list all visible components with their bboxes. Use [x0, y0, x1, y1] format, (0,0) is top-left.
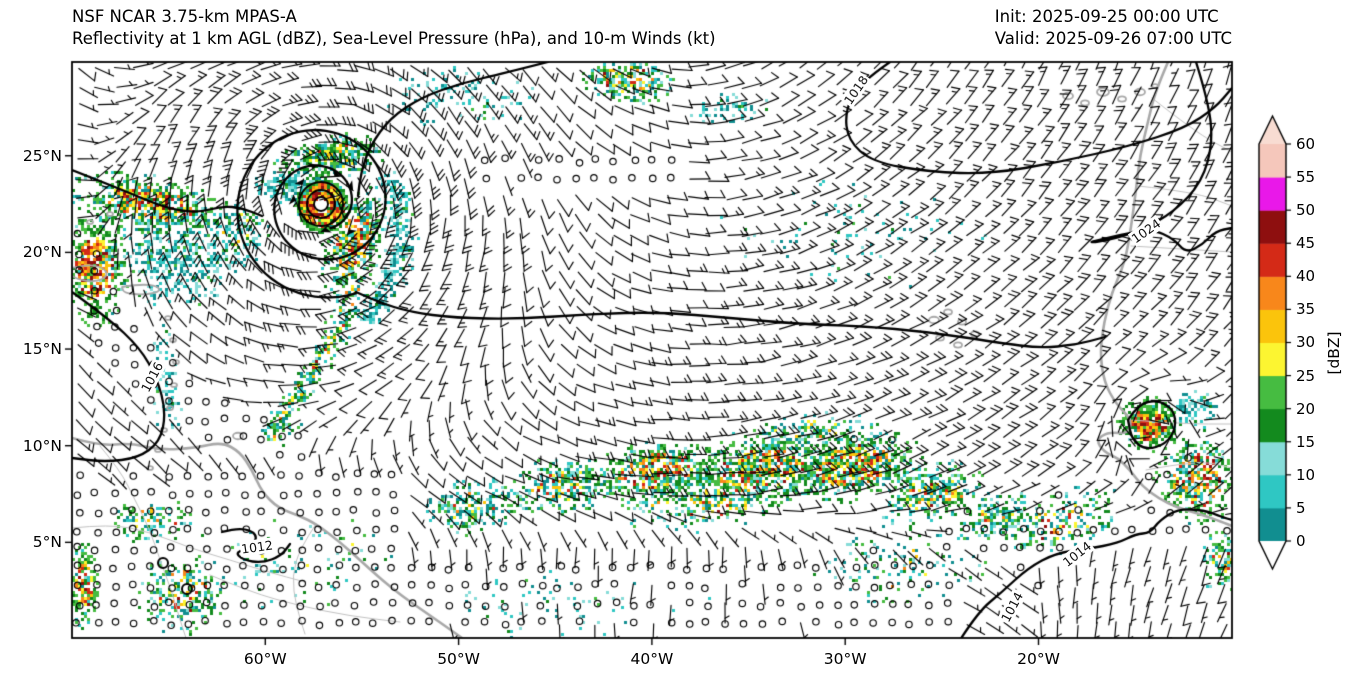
- lat-tick-label: 20°N: [22, 243, 62, 262]
- colorbar-tick-label: 60: [1296, 134, 1316, 153]
- colorbar-unit-label: [dBZ]: [1325, 331, 1343, 375]
- lon-tick-label: 40°W: [630, 650, 674, 668]
- colorbar-tick-label: 45: [1296, 234, 1316, 253]
- lon-tick-label: 20°W: [1017, 650, 1060, 668]
- page-title: NSF NCAR 3.75-km MPAS-A: [72, 7, 297, 26]
- page-subtitle: Reflectivity at 1 km AGL (dBZ), Sea-Leve…: [72, 29, 716, 48]
- lat-tick-label: 10°N: [22, 436, 62, 455]
- colorbar-tick-label: 30: [1296, 333, 1316, 352]
- colorbar-tick-label: 5: [1296, 498, 1306, 517]
- title-block: NSF NCAR 3.75-km MPAS-A Reflectivity at 1…: [72, 6, 716, 50]
- colorbar-tick-label: 20: [1296, 399, 1316, 418]
- colorbar-tick-label: 0: [1296, 532, 1306, 550]
- valid-time: Valid: 2025-09-26 07:00 UTC: [994, 29, 1232, 48]
- colorbar-tick-label: 55: [1296, 168, 1316, 187]
- lon-tick-label: 60°W: [243, 650, 287, 668]
- lat-tick-label: 15°N: [22, 340, 62, 359]
- colorbar-tick-label: 50: [1296, 201, 1316, 220]
- colorbar-tick-label: 35: [1296, 300, 1316, 319]
- colorbar-tick-label: 25: [1296, 366, 1316, 385]
- lon-tick-label: 50°W: [437, 650, 480, 668]
- lat-tick-label: 5°N: [32, 533, 62, 552]
- init-time: Init: 2025-09-25 00:00 UTC: [994, 7, 1219, 26]
- lat-tick-label: 25°N: [22, 146, 62, 165]
- colorbar-tick-label: 15: [1296, 432, 1316, 451]
- colorbar-tick-label: 10: [1296, 465, 1316, 484]
- colorbar-tick-label: 40: [1296, 267, 1316, 286]
- lon-tick-label: 30°W: [823, 650, 867, 668]
- time-block: Init: 2025-09-25 00:00 UTC Valid: 2025-09…: [995, 6, 1232, 50]
